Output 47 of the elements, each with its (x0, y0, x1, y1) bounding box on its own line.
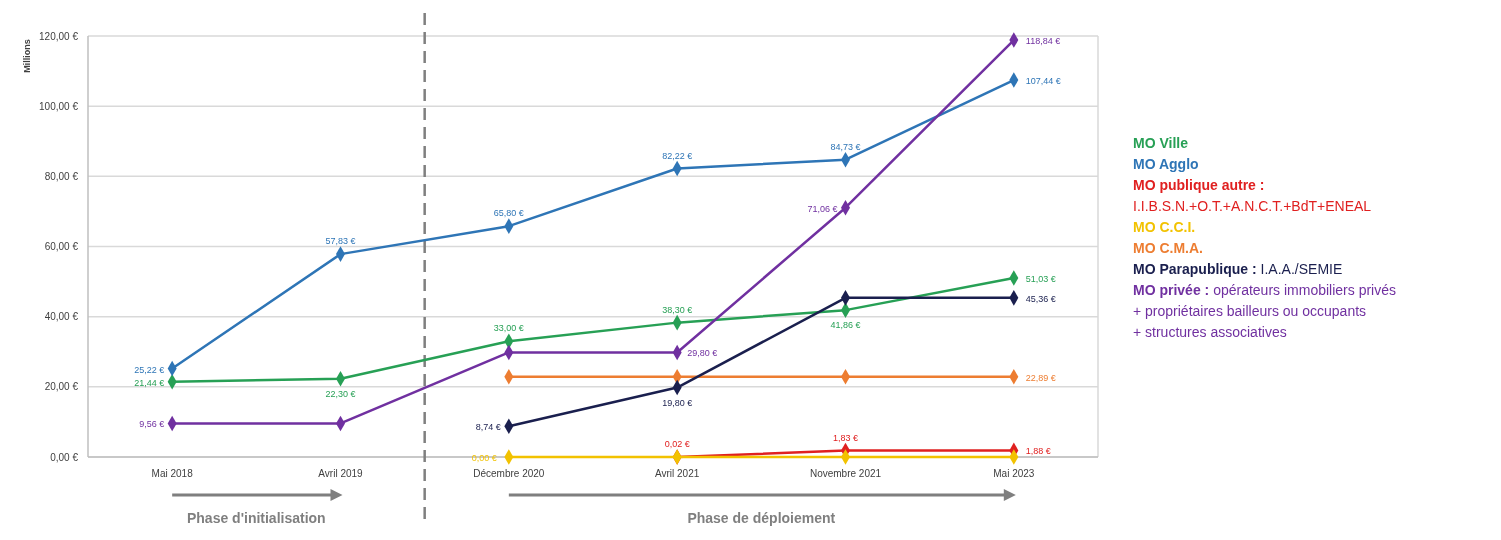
data-label: 82,22 € (662, 150, 693, 161)
data-label: 65,80 € (493, 208, 524, 219)
data-label: 0,00 € (471, 453, 497, 463)
text: MO C.M.A. (1133, 240, 1203, 256)
y-tick-label: 0,00 € (50, 451, 79, 463)
text: MO Agglo (1133, 156, 1199, 172)
text: MO privée : opérateurs immobiliers privés + propriétaires bailleurs ou occupants + structures associatives (1133, 282, 1396, 340)
data-label: 38,30 € (662, 304, 693, 315)
data-label: 19,80 € (662, 397, 693, 408)
data-label: 8,74 € (475, 422, 501, 433)
y-tick-label: 20,00 € (44, 381, 79, 393)
data-label: 51,03 € (1025, 273, 1056, 284)
y-tick-label: 120,00 € (39, 30, 79, 42)
text: Phase de déploiement (687, 510, 836, 526)
x-tick-label: Mai 2018 (151, 468, 194, 479)
x-tick-label: Mai 2023 (993, 468, 1035, 479)
y-tick-label: 40,00 € (44, 311, 79, 323)
text: MO publique autre : I.I.B.S.N.+O.T.+A.N.C.T.+BdT+ENEAL (1133, 177, 1372, 214)
data-label: 118,84 € (1025, 36, 1061, 47)
data-label: 107,44 € (1025, 76, 1061, 87)
x-tick-label: Avril 2019 (318, 468, 364, 479)
data-label: 21,44 € (134, 377, 165, 388)
data-label: 0,02 € (664, 438, 690, 449)
text: MO C.C.I. (1133, 219, 1196, 235)
data-label: 45,36 € (1025, 293, 1056, 304)
y-tick-label: 100,00 € (39, 100, 79, 112)
data-label: 29,80 € (687, 348, 718, 359)
y-tick-label: 80,00 € (44, 170, 79, 182)
text: Phase d'initialisation (186, 510, 326, 526)
x-tick-label: Novembre 2021 (809, 468, 882, 479)
y-axis-title: Millions (22, 39, 32, 73)
y-tick-label: 60,00 € (44, 241, 79, 252)
data-label: 41,86 € (830, 320, 861, 331)
text: MO Ville (1133, 135, 1189, 151)
data-label: 57,83 € (325, 236, 356, 247)
data-label: 9,56 € (139, 419, 165, 430)
data-label: 1,83 € (832, 432, 859, 443)
x-tick-label: Avril 2021 (655, 468, 700, 479)
text: MO Parapublique : I.A.A./SEMIE (1133, 261, 1343, 277)
data-label: 71,06 € (807, 203, 838, 214)
x-tick-label: Décembre 2020 (473, 468, 545, 479)
data-label: 33,00 € (493, 323, 524, 334)
data-label: 25,22 € (134, 364, 165, 375)
data-label: 84,73 € (830, 141, 861, 152)
data-label: 22,30 € (325, 388, 356, 399)
data-label: 1,88 € (1025, 446, 1051, 457)
data-label: 22,89 € (1025, 372, 1056, 383)
